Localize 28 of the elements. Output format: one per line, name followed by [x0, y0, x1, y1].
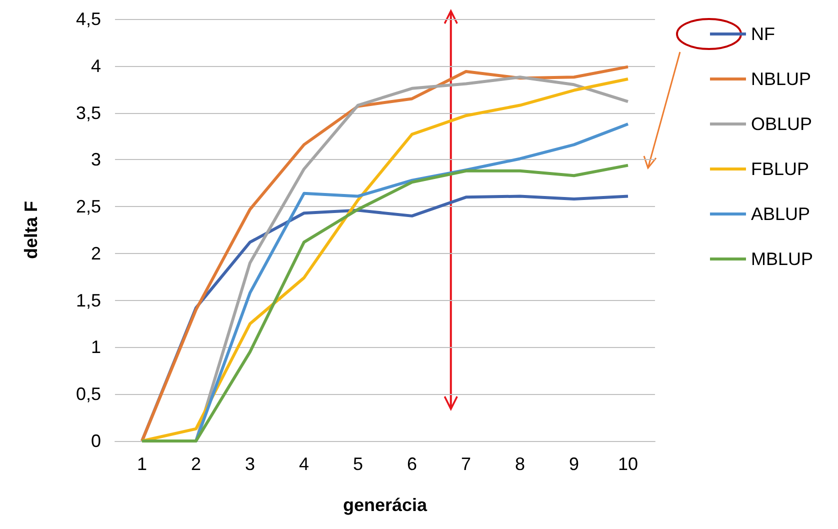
x-tick-label: 2 [190, 454, 202, 474]
legend-label: NF [750, 24, 775, 44]
legend-label: ABLUP [750, 204, 810, 224]
x-tick-label: 3 [244, 454, 256, 474]
legend-label: NBLUP [750, 69, 812, 89]
x-tick-label: 8 [514, 454, 526, 474]
x-tick-label: 9 [568, 454, 580, 474]
y-tick-label: 0 [90, 431, 101, 451]
x-tick-label: 10 [618, 454, 638, 474]
legend-label: OBLUP [750, 114, 812, 134]
y-tick-label: 4,5 [76, 9, 101, 29]
x-tick-label: 1 [136, 454, 148, 474]
y-tick-label: 1,5 [76, 290, 101, 310]
x-axis-title: generácia [342, 495, 428, 515]
x-tick-label: 7 [460, 454, 472, 474]
y-tick-label: 3,5 [76, 102, 101, 123]
y-tick-label: 0,5 [76, 384, 101, 404]
y-tick-label: 1 [90, 337, 101, 358]
y-tick-label: 3 [90, 150, 101, 170]
x-tick-label: 4 [298, 454, 310, 474]
x-tick-label: 6 [406, 454, 418, 474]
y-tick-label: 2,5 [76, 196, 101, 217]
legend-label: FBLUP [750, 159, 810, 179]
y-axis-title: delta F [21, 200, 41, 260]
x-tick-label: 5 [352, 454, 364, 474]
y-tick-label: 4 [90, 56, 101, 76]
legend-label: MBLUP [750, 249, 813, 269]
y-tick-label: 2 [90, 243, 101, 264]
